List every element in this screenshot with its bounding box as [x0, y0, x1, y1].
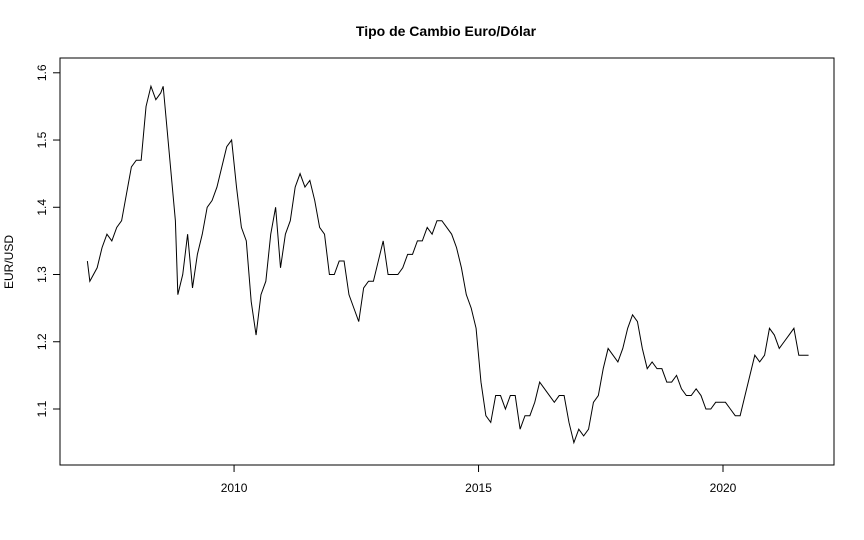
x-tick-label: 2010	[221, 481, 248, 495]
data-line	[86, 84, 809, 445]
y-tick-label: 1.6	[35, 64, 49, 81]
y-tick-label: 1.2	[35, 333, 49, 350]
chart-title: Tipo de Cambio Euro/Dólar	[356, 23, 537, 39]
x-tick-label: 2020	[710, 481, 737, 495]
y-tick-label: 1.1	[35, 400, 49, 417]
y-axis-label: EUR/USD	[2, 235, 16, 289]
y-tick-label: 1.3	[35, 266, 49, 283]
y-tick-label: 1.5	[35, 131, 49, 148]
y-tick-label: 1.4	[35, 199, 49, 216]
x-tick-label: 2015	[465, 481, 492, 495]
plot-frame	[59, 57, 835, 466]
